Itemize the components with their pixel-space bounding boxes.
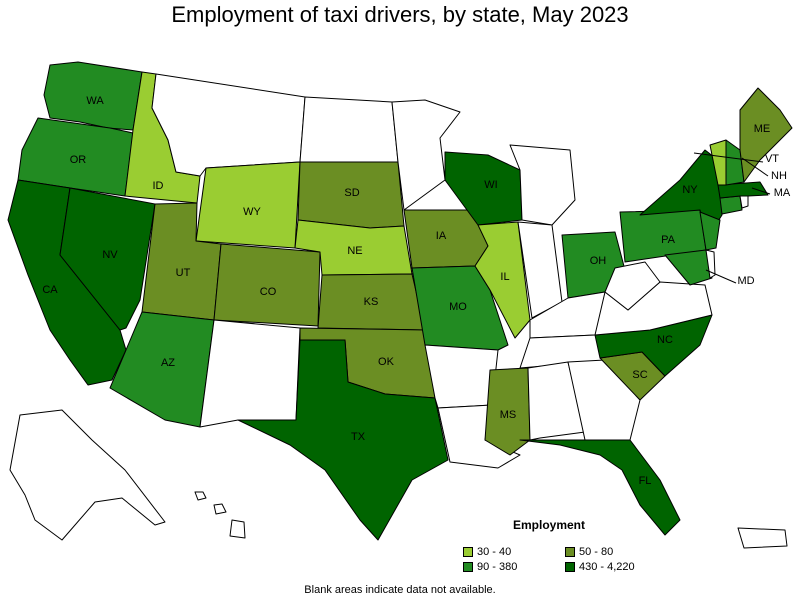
state-label-co: CO [260,286,277,298]
state-label-az: AZ [161,357,175,369]
legend-label: 90 - 380 [477,561,518,573]
leader-lines [693,152,771,284]
state-label-ne: NE [347,245,362,257]
state-label-wa: WA [86,95,104,107]
legend-swatch [463,547,473,557]
footnote: Blank areas indicate data not available. [304,584,496,596]
state-or [17,117,134,197]
state-label-ok: OK [378,356,395,368]
state-label-oh: OH [590,255,607,267]
state-label-nc: NC [657,334,673,346]
state-label-md: MD [737,275,754,287]
state-nd [299,96,399,163]
state-label-ma: MA [774,187,791,199]
legend-swatch [565,562,575,572]
state-me [739,87,793,183]
state-de [705,249,716,279]
state-label-tx: TX [351,431,366,443]
state-ak [9,409,166,541]
state-nm [199,319,301,428]
state-label-nv: NV [102,249,118,261]
state-label-ny: NY [682,184,698,196]
state-ct [719,195,743,215]
state-label-ia: IA [436,230,447,242]
state-label-or: OR [70,154,87,166]
state-label-vt: VT [765,153,779,165]
legend-item-430-4220: 430 - 4,220 [565,561,661,573]
legend-label: 430 - 4,220 [579,561,635,573]
state-tx [237,339,449,541]
state-label-sc: SC [632,369,647,381]
legend-swatch [565,547,575,557]
state-pr [737,527,788,549]
state-label-ut: UT [176,267,191,279]
state-al [527,361,586,441]
state-ms [484,367,531,456]
state-wy [195,161,301,249]
legend-item-90-380: 90 - 380 [463,561,565,573]
state-label-nh: NH [771,170,787,182]
state-fl [519,439,681,536]
map-title: Employment of taxi drivers, by state, Ma… [171,2,629,27]
legend-item-50-80: 50 - 80 [565,546,661,558]
legend-item-30-40: 30 - 40 [463,546,565,558]
legend: Employment 30 - 40 50 - 80 90 - 380 430 … [463,518,643,573]
state-label-me: ME [754,123,771,135]
state-label-mo: MO [449,301,467,313]
state-wv [604,261,661,311]
state-az [109,311,215,428]
legend-label: 30 - 40 [477,546,512,558]
legend-label: 50 - 80 [579,546,614,558]
state-label-wi: WI [484,179,497,191]
state-label-il: IL [500,271,509,283]
legend-swatch [463,562,473,572]
state-co [213,243,321,327]
state-ma [717,181,769,199]
state-label-id: ID [153,180,164,192]
state-nj [699,211,721,251]
state-label-fl: FL [639,475,652,487]
state-hi [194,491,246,539]
state-ri [739,195,749,209]
legend-title: Employment [512,518,585,532]
state-mt [151,73,306,177]
state-md [664,249,713,286]
state-label-ks: KS [364,296,379,308]
state-label-ms: MS [500,409,517,421]
state-label-sd: SD [344,187,359,199]
state-label-pa: PA [661,234,676,246]
state-label-ca: CA [42,284,58,296]
state-ar [424,344,499,409]
state-label-wy: WY [243,206,261,218]
state-mn [391,99,461,211]
